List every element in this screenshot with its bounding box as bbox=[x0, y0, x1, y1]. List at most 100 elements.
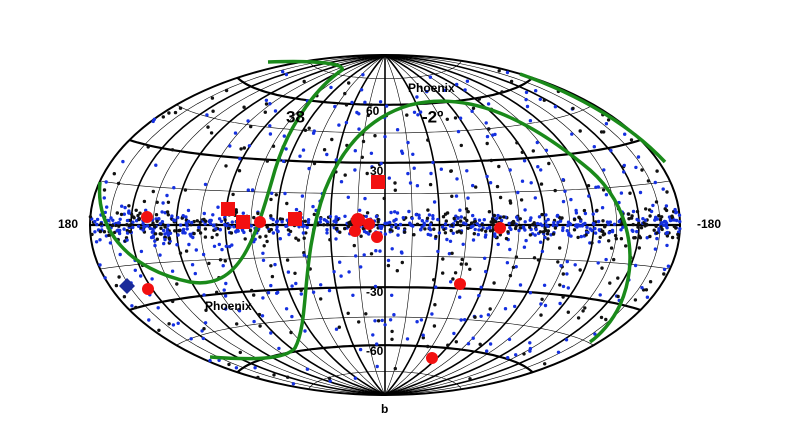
source-dot bbox=[285, 258, 290, 262]
source-dot bbox=[290, 314, 294, 319]
source-marker bbox=[454, 278, 466, 290]
source-dot bbox=[344, 103, 349, 107]
source-dot bbox=[369, 103, 373, 107]
source-dot bbox=[198, 220, 202, 225]
source-dot bbox=[300, 194, 305, 198]
source-dot bbox=[364, 312, 368, 316]
source-dot bbox=[670, 214, 674, 218]
parallel bbox=[100, 180, 670, 194]
source-dot bbox=[631, 222, 635, 227]
source-dot bbox=[176, 233, 180, 237]
source-dot bbox=[346, 311, 350, 315]
source-dot bbox=[536, 165, 540, 169]
source-dot bbox=[546, 217, 550, 222]
source-dot bbox=[405, 337, 410, 341]
source-dot bbox=[211, 213, 215, 217]
source-dot bbox=[203, 227, 208, 231]
source-dot bbox=[515, 141, 519, 145]
source-dot bbox=[523, 220, 527, 224]
source-dot bbox=[393, 366, 397, 371]
source-marker bbox=[363, 218, 375, 230]
source-dot bbox=[230, 220, 234, 224]
source-dot bbox=[214, 227, 218, 231]
source-dot bbox=[561, 284, 566, 289]
source-dot bbox=[325, 152, 329, 157]
source-dot bbox=[559, 264, 563, 268]
source-dot bbox=[364, 214, 368, 219]
source-dot bbox=[163, 237, 167, 242]
source-dot bbox=[468, 267, 472, 271]
source-dot bbox=[633, 263, 638, 268]
source-dot bbox=[153, 239, 157, 243]
source-dot bbox=[206, 125, 210, 129]
source-dot bbox=[529, 181, 533, 185]
source-dot bbox=[306, 220, 311, 225]
source-dot bbox=[150, 277, 154, 281]
source-dot bbox=[518, 283, 523, 287]
source-dot bbox=[677, 213, 682, 217]
source-dot bbox=[552, 220, 556, 225]
source-dot bbox=[602, 168, 606, 172]
source-dot bbox=[387, 176, 391, 180]
source-dot bbox=[427, 213, 432, 217]
source-dot bbox=[227, 244, 232, 249]
source-dot bbox=[153, 225, 157, 229]
source-dot bbox=[556, 260, 560, 264]
source-dot bbox=[473, 315, 477, 319]
source-dot bbox=[432, 200, 437, 204]
source-dot bbox=[415, 95, 419, 99]
source-dot bbox=[426, 208, 430, 212]
source-dot bbox=[576, 316, 581, 320]
source-dot bbox=[178, 228, 182, 233]
source-dot bbox=[415, 184, 420, 188]
source-dot bbox=[395, 211, 400, 215]
source-dot bbox=[223, 218, 227, 222]
source-dot bbox=[153, 243, 157, 248]
source-dot bbox=[252, 319, 256, 324]
source-dot bbox=[125, 238, 129, 242]
source-dot bbox=[88, 215, 93, 219]
latitude-label: -30 bbox=[366, 285, 384, 299]
source-dot bbox=[337, 123, 341, 127]
source-dot bbox=[382, 196, 386, 201]
source-dot bbox=[107, 233, 111, 237]
source-dot bbox=[563, 189, 567, 193]
source-dot bbox=[451, 277, 455, 281]
source-dot bbox=[540, 212, 544, 217]
source-dot bbox=[328, 214, 333, 219]
source-dot bbox=[125, 228, 129, 233]
source-dot bbox=[496, 213, 500, 218]
source-dot bbox=[485, 349, 489, 353]
source-dot bbox=[403, 230, 407, 234]
source-dot bbox=[539, 168, 543, 172]
source-marker bbox=[288, 212, 302, 226]
source-dot bbox=[556, 350, 561, 354]
source-dot bbox=[190, 263, 195, 267]
source-dot bbox=[375, 364, 379, 369]
source-dot bbox=[665, 234, 670, 238]
source-dot bbox=[466, 210, 470, 214]
region-label: Phoenix bbox=[205, 299, 252, 313]
source-dot bbox=[287, 232, 291, 237]
source-dot bbox=[673, 207, 677, 212]
source-dot bbox=[383, 232, 388, 236]
source-dot bbox=[359, 234, 363, 238]
source-dot bbox=[571, 106, 575, 111]
source-dot bbox=[445, 237, 449, 242]
source-dot bbox=[603, 225, 607, 229]
source-dot bbox=[508, 247, 512, 252]
source-dot bbox=[592, 145, 596, 149]
source-dot bbox=[623, 132, 627, 136]
source-dot bbox=[398, 222, 403, 227]
source-dot bbox=[260, 314, 265, 318]
parallel bbox=[176, 104, 594, 134]
source-dot bbox=[261, 251, 265, 255]
source-dot bbox=[274, 193, 278, 197]
source-dot bbox=[514, 224, 518, 228]
source-dot bbox=[528, 341, 532, 345]
source-dot bbox=[374, 214, 379, 219]
source-dot bbox=[471, 213, 475, 218]
source-dot bbox=[156, 306, 160, 310]
source-dot bbox=[224, 164, 228, 168]
source-dot bbox=[302, 253, 306, 257]
